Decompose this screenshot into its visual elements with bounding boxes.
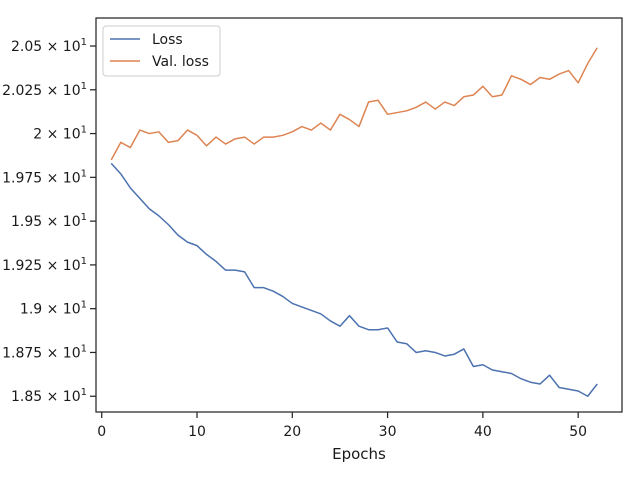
y-tick-label: 1.925 × 101 — [2, 256, 87, 274]
legend-label: Loss — [152, 32, 183, 48]
y-tick-label: 2 × 101 — [33, 125, 87, 143]
x-axis: 0 10 20 30 40 50 — [97, 412, 587, 440]
y-axis: 1.85 × 101 1.875 × 101 1.9 × 101 1.925 × 10… — [2, 37, 96, 405]
x-tick-label: 30 — [379, 424, 397, 440]
y-tick-label: 1.85 × 101 — [11, 387, 87, 405]
y-tick-label: 1.975 × 101 — [2, 168, 87, 186]
legend-label: Val. loss — [152, 54, 209, 70]
series-line-val-loss — [110, 47, 598, 161]
x-tick-label: 0 — [97, 424, 106, 440]
series-lines — [110, 47, 598, 397]
x-axis-label: Epochs — [332, 445, 386, 463]
x-tick-label: 10 — [188, 424, 206, 440]
y-tick-label: 1.9 × 101 — [20, 300, 87, 318]
x-tick-label: 50 — [569, 424, 587, 440]
y-tick-label: 2.025 × 101 — [2, 81, 87, 99]
y-tick-label: 1.875 × 101 — [2, 343, 87, 361]
x-tick-label: 40 — [474, 424, 492, 440]
series-line-loss — [110, 162, 598, 397]
y-tick-label: 2.05 × 101 — [11, 37, 87, 55]
legend: Loss Val. loss — [102, 25, 221, 77]
plot-area-frame — [95, 17, 623, 413]
y-tick-label: 1.95 × 101 — [11, 212, 87, 230]
x-tick-label: 20 — [283, 424, 301, 440]
